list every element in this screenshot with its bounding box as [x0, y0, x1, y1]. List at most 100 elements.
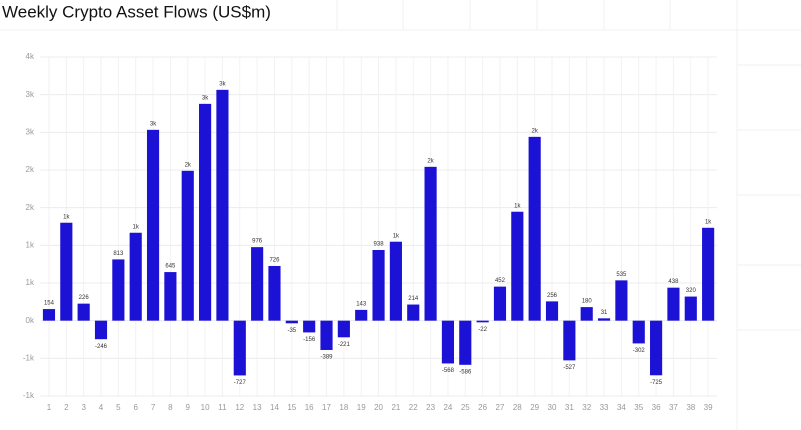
- bar: [216, 89, 229, 321]
- x-tick-label: 21: [391, 403, 400, 412]
- bar: [337, 320, 350, 338]
- data-label: -221: [338, 342, 351, 348]
- data-label: 31: [601, 310, 608, 316]
- data-label: 2k: [531, 128, 538, 134]
- data-label: 976: [252, 239, 263, 245]
- data-label: 226: [79, 295, 90, 301]
- bar: [702, 227, 715, 321]
- x-tick-label: 17: [322, 403, 331, 412]
- data-label: 3k: [219, 81, 226, 87]
- x-tick-label: 25: [461, 403, 470, 412]
- data-label: -527: [563, 365, 576, 371]
- bar: [511, 211, 524, 321]
- bar: [94, 320, 108, 340]
- y-tick-label: 2k: [26, 203, 35, 212]
- y-tick-label: -1k: [23, 353, 35, 362]
- bar: [164, 272, 177, 321]
- x-tick-label: 10: [201, 403, 210, 412]
- x-tick-label: 9: [186, 403, 191, 412]
- x-tick-label: 11: [218, 403, 227, 412]
- y-tick-label: 3k: [26, 127, 35, 136]
- data-label: 1k: [63, 214, 70, 220]
- x-tick-label: 19: [357, 403, 366, 412]
- y-tick-label: 4k: [26, 52, 35, 61]
- x-tick-label: 18: [339, 403, 348, 412]
- bar: [632, 320, 645, 344]
- data-label: 320: [686, 288, 697, 294]
- data-label: 438: [668, 279, 679, 285]
- bar: [355, 309, 368, 321]
- bar: [303, 320, 316, 333]
- bar: [146, 129, 160, 321]
- bar: [563, 320, 576, 361]
- bar: [181, 170, 194, 321]
- x-tick-label: 3: [81, 403, 86, 412]
- y-tick-label: 1k: [26, 278, 35, 287]
- bar: [268, 265, 281, 321]
- x-tick-label: 15: [287, 403, 296, 412]
- bar: [493, 286, 507, 321]
- x-tick-label: 13: [253, 403, 262, 412]
- data-label: 2k: [185, 162, 192, 168]
- bar: [233, 320, 246, 376]
- x-tick-label: 27: [496, 403, 505, 412]
- data-label: -302: [633, 348, 646, 354]
- x-tick-label: 4: [99, 403, 104, 412]
- data-label: -246: [95, 344, 108, 350]
- x-tick-label: 28: [513, 403, 522, 412]
- bar: [459, 320, 472, 365]
- data-label: 1k: [393, 233, 400, 239]
- bar: [441, 320, 455, 364]
- x-tick-label: 7: [151, 403, 156, 412]
- x-tick-label: 23: [426, 403, 435, 412]
- bar: [528, 136, 541, 321]
- data-label: 452: [495, 278, 506, 284]
- y-tick-label: 2k: [26, 165, 35, 174]
- x-tick-label: 33: [600, 403, 609, 412]
- data-label: 726: [269, 258, 280, 264]
- x-tick-label: 24: [443, 403, 452, 412]
- y-tick-label: 3k: [26, 90, 35, 99]
- x-tick-label: 29: [530, 403, 539, 412]
- x-tick-label: 34: [617, 403, 626, 412]
- data-label: 535: [616, 272, 627, 278]
- data-label: 256: [547, 293, 558, 299]
- x-tick-label: 31: [565, 403, 574, 412]
- data-label: 645: [165, 264, 176, 270]
- data-label: 2k: [427, 158, 434, 164]
- bar: [112, 259, 125, 321]
- data-label: -568: [442, 368, 455, 374]
- data-label: 214: [408, 296, 419, 302]
- bar: [199, 103, 212, 321]
- data-label: 180: [582, 299, 593, 305]
- chart-title: Weekly Crypto Asset Flows (US$m): [2, 2, 271, 21]
- data-label: 1k: [133, 224, 140, 230]
- x-tick-label: 20: [374, 403, 383, 412]
- x-tick-label: 5: [116, 403, 121, 412]
- bar: [650, 320, 663, 376]
- bar: [684, 296, 697, 321]
- x-tick-label: 2: [64, 403, 69, 412]
- bar: [407, 304, 420, 321]
- data-label: 143: [356, 301, 367, 307]
- data-label: 1k: [514, 203, 521, 209]
- bar: [129, 232, 142, 321]
- y-tick-label: 0k: [26, 316, 35, 325]
- bar: [320, 320, 333, 350]
- bar: [42, 309, 56, 321]
- y-tick-label: -1k: [23, 391, 35, 400]
- bar: [476, 320, 489, 323]
- bar: [389, 241, 402, 321]
- x-tick-label: 36: [652, 403, 661, 412]
- data-label: 813: [113, 251, 124, 257]
- y-tick-label: 1k: [26, 240, 35, 249]
- data-label: 3k: [150, 121, 157, 127]
- x-tick-label: 35: [634, 403, 643, 412]
- x-tick-label: 39: [704, 403, 713, 412]
- x-tick-label: 16: [305, 403, 314, 412]
- x-tick-label: 37: [669, 403, 678, 412]
- bar: [285, 320, 298, 324]
- x-tick-label: 1: [47, 403, 52, 412]
